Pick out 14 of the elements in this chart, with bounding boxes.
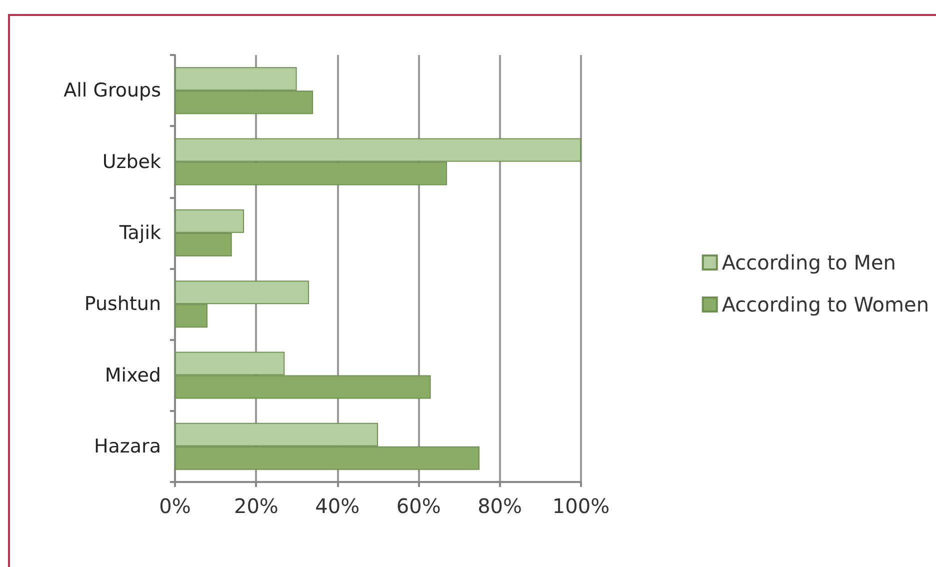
x-tick-label: 40% [315,494,360,518]
legend-label: According to Women [722,292,930,316]
y-tick-label: Hazara [94,435,161,458]
x-tick-label: 80% [478,494,522,518]
y-tick-label: Tajik [118,222,161,244]
x-tick-label: 0% [159,494,191,518]
y-tick-label: Uzbek [102,150,161,173]
y-tick-label: All Groups [64,80,161,102]
x-tick-label: 60% [396,494,441,518]
x-tick-label: 20% [234,494,278,518]
y-tick-label: Mixed [104,364,161,386]
legend-label: According to Men [722,250,896,274]
x-tick-label: 100% [552,494,610,518]
y-tick-label: Pushtun [84,293,161,316]
